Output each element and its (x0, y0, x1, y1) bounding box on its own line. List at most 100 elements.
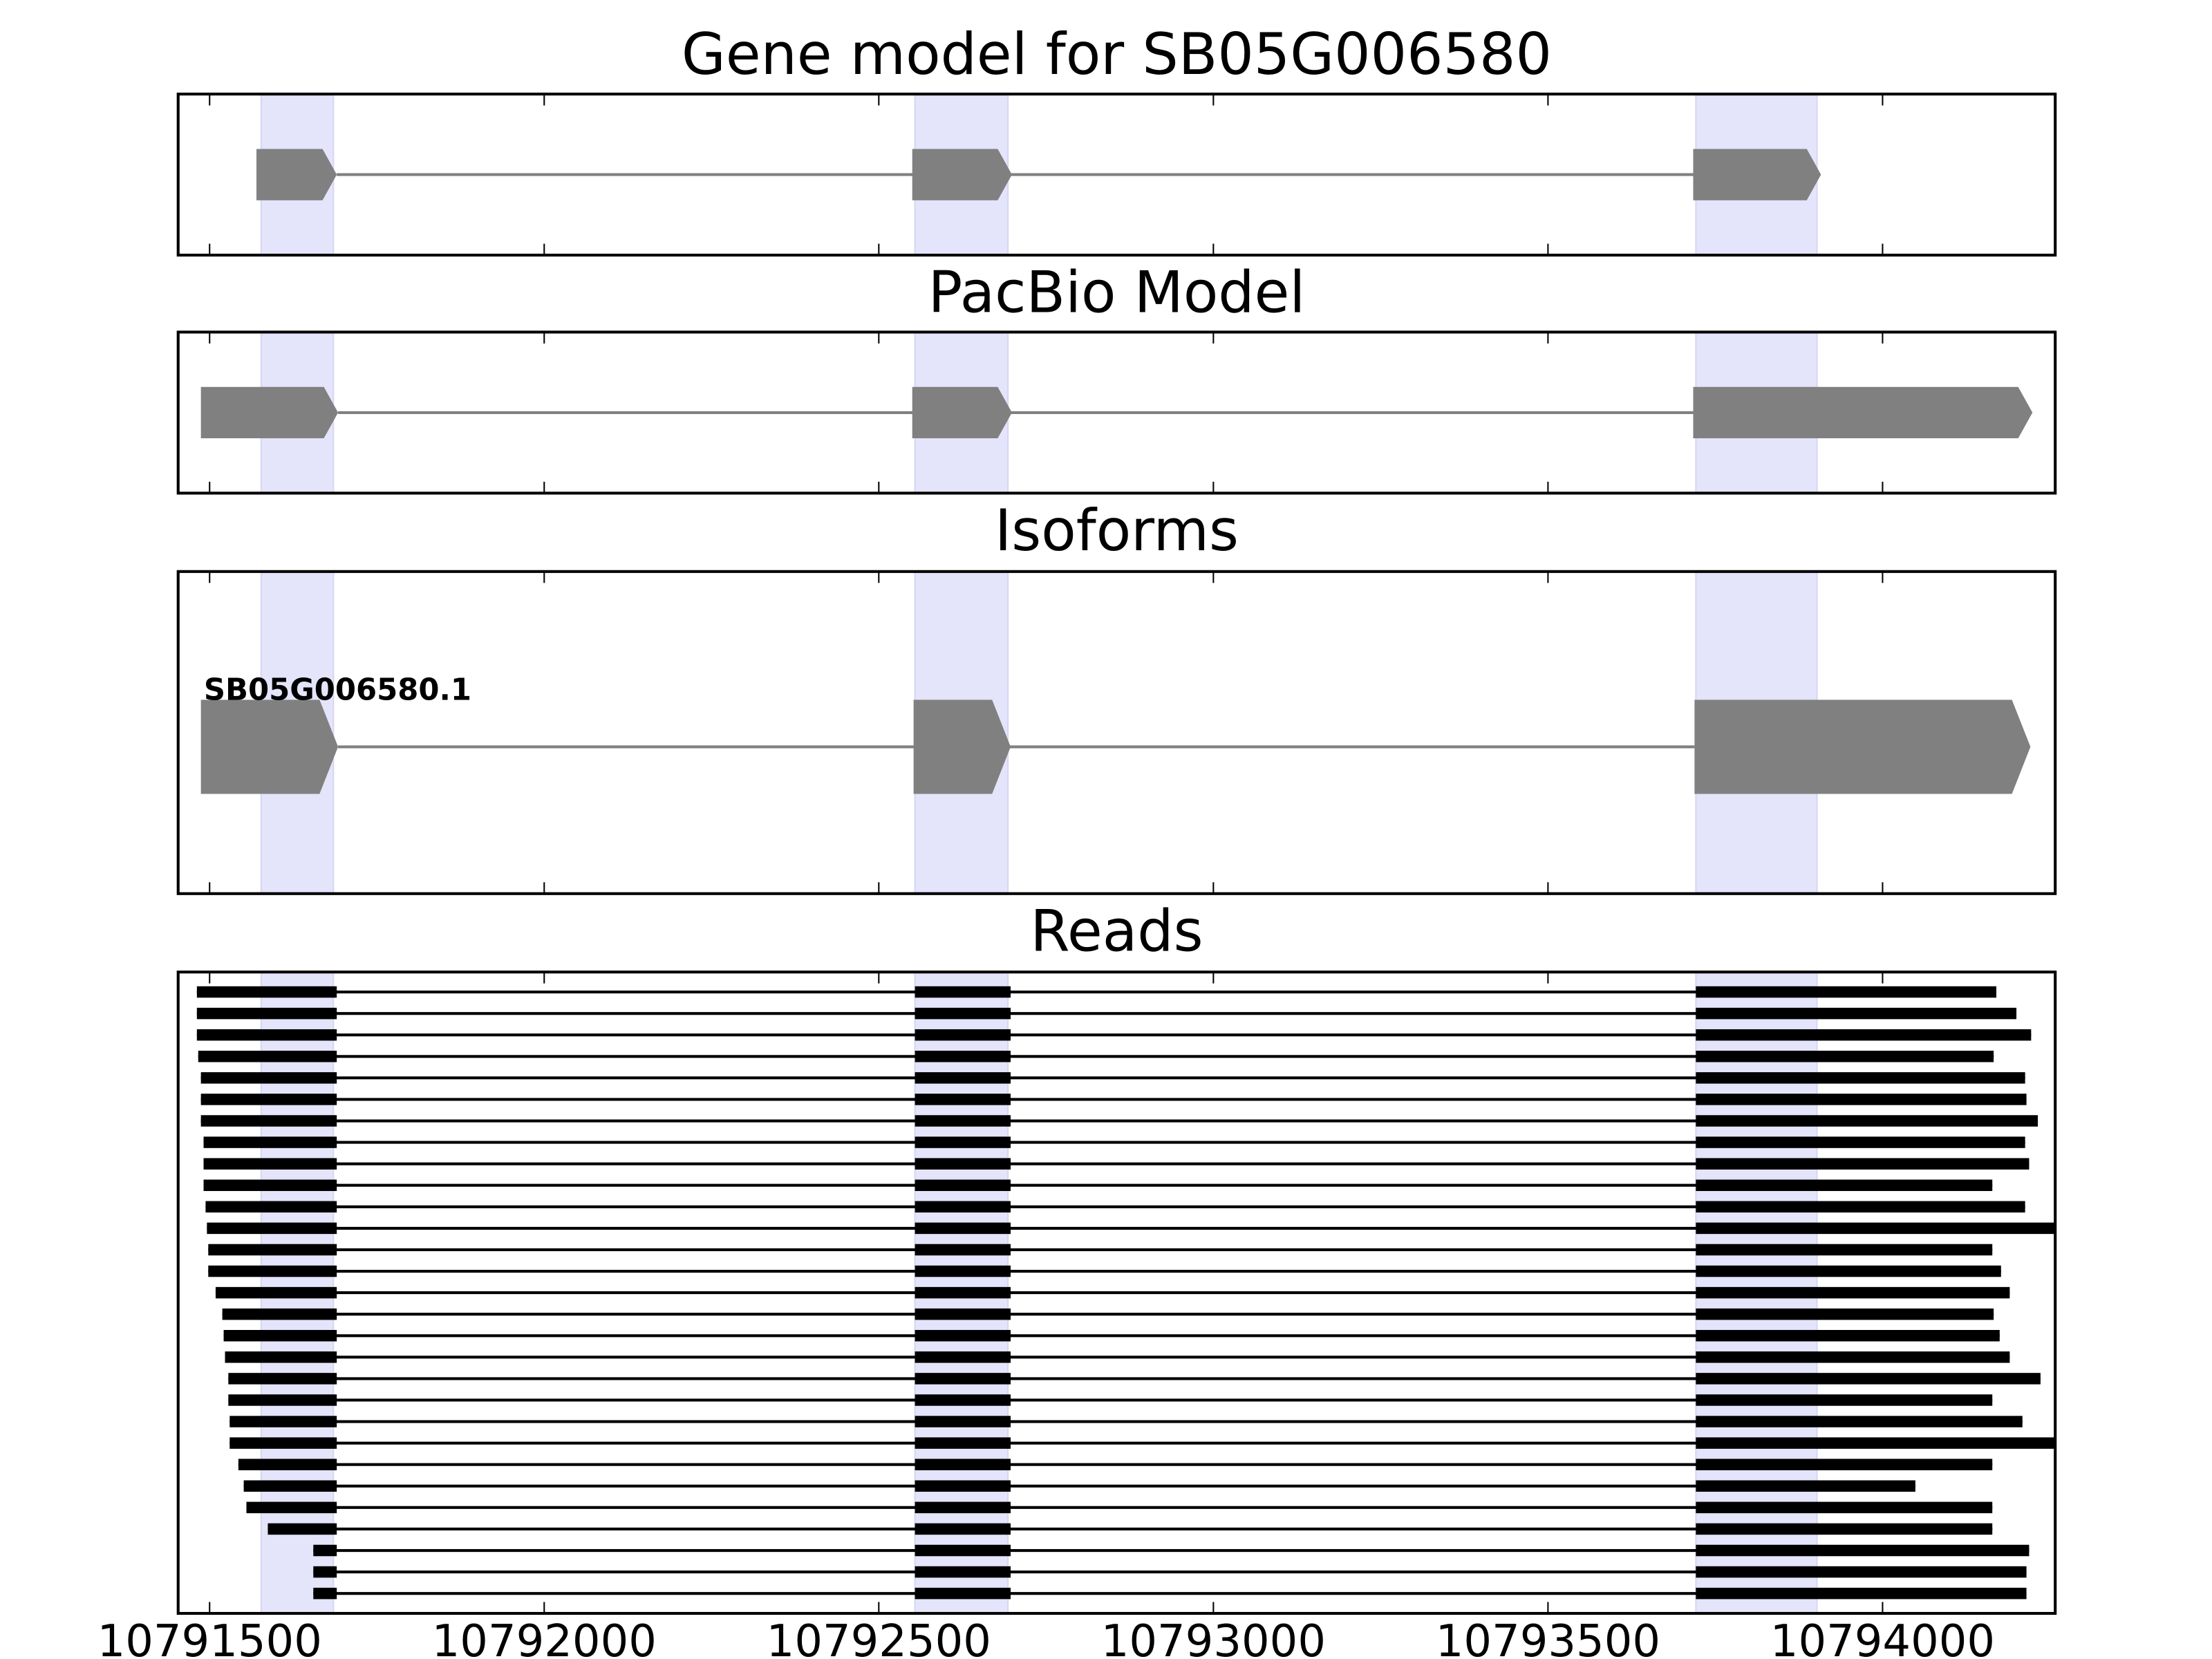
x-tick-label: 10794000 (1770, 1616, 1995, 1659)
exon (912, 386, 1012, 439)
read-block (208, 1244, 337, 1256)
panel-frame (176, 330, 2057, 495)
read-block (1696, 1007, 2017, 1020)
read-block (915, 1244, 1011, 1256)
exon (1694, 700, 2031, 794)
read-block (1696, 1544, 2030, 1557)
panel-title: Isoforms (995, 498, 1239, 564)
read-block (313, 1587, 337, 1600)
read-block (915, 1480, 1011, 1492)
read-block (208, 1265, 337, 1277)
read-block (1696, 986, 1997, 998)
read-block (200, 1115, 337, 1127)
exon (200, 386, 339, 439)
read-block (196, 986, 337, 998)
read-block (1696, 1158, 2030, 1170)
read-block (1696, 1029, 2032, 1041)
read-block (196, 1007, 337, 1020)
read-block (228, 1394, 337, 1406)
x-tick-label: 10792000 (432, 1616, 657, 1659)
read-block (1696, 1330, 2000, 1342)
read-block (915, 1179, 1011, 1191)
read-block (1696, 1244, 1993, 1256)
read-block (915, 1373, 1011, 1385)
read-block (915, 1007, 1011, 1020)
panel-frame (176, 971, 2057, 1615)
read-block (915, 1029, 1011, 1041)
read-block (915, 1437, 1011, 1449)
read-block (915, 1416, 1011, 1427)
read-block (1696, 1136, 2025, 1148)
panel (200, 571, 2031, 894)
read-block (228, 1373, 337, 1385)
read-block (1696, 1308, 1994, 1320)
read-block (1696, 1179, 1993, 1191)
read-block (196, 1029, 337, 1041)
panel-frame (176, 93, 2057, 257)
read-block (915, 1094, 1011, 1105)
read-block (915, 1051, 1011, 1062)
read-block (203, 1179, 337, 1191)
read-block (229, 1437, 337, 1449)
read-block (1696, 1523, 1993, 1535)
read-block (915, 1286, 1011, 1299)
read-block (223, 1330, 337, 1342)
read-block (915, 1072, 1011, 1084)
read-block (915, 1394, 1011, 1406)
read-block (915, 1330, 1011, 1342)
read-block (915, 1265, 1011, 1277)
read-block (1696, 1222, 2056, 1235)
read-block (915, 1501, 1011, 1514)
read-block (313, 1544, 337, 1557)
read-block (1696, 1115, 2038, 1127)
read-block (1696, 1286, 2010, 1299)
read-block (268, 1523, 337, 1535)
read-block (915, 1222, 1011, 1235)
isoform-label: SB05G006580.1 (204, 673, 471, 707)
read-block (1696, 1480, 1915, 1492)
read-block (915, 1459, 1011, 1470)
x-tick-label: 10792500 (767, 1616, 991, 1659)
x-tick-label: 10793000 (1101, 1616, 1326, 1659)
x-tick-label: 10791500 (97, 1616, 322, 1659)
exon (200, 700, 339, 794)
read-block (915, 1136, 1011, 1148)
read-block (1696, 1201, 2025, 1213)
panel-title: PacBio Model (928, 260, 1306, 326)
read-block (1696, 1265, 2001, 1277)
read-block (207, 1222, 337, 1235)
read-block (215, 1286, 337, 1299)
read-block (915, 986, 1011, 998)
panel (256, 94, 1821, 256)
read-block (238, 1459, 337, 1470)
exon (256, 149, 337, 200)
panel-title: Gene model for SB05G006580 (682, 21, 1552, 88)
read-block (205, 1201, 337, 1213)
read-block (915, 1115, 1011, 1127)
read-block (222, 1308, 337, 1320)
read-block (203, 1136, 337, 1148)
exon (1693, 149, 1821, 200)
read-block (243, 1480, 337, 1492)
read-block (1696, 1072, 2025, 1084)
read-block (225, 1351, 337, 1363)
read-block (1696, 1587, 2027, 1600)
read-block (1696, 1351, 2010, 1363)
read-block (915, 1523, 1011, 1535)
read-block (198, 1051, 337, 1062)
read-block (915, 1351, 1011, 1363)
panel (196, 972, 2056, 1614)
read-block (915, 1158, 1011, 1170)
read-block (1696, 1051, 1994, 1062)
read-block (915, 1201, 1011, 1213)
x-tick-label: 10793500 (1436, 1616, 1660, 1659)
panel-frame (176, 570, 2057, 895)
read-block (200, 1094, 337, 1105)
read-block (246, 1501, 337, 1514)
exon (912, 149, 1012, 200)
exon (1693, 386, 2033, 439)
read-block (200, 1072, 337, 1084)
read-block (1696, 1459, 1993, 1470)
read-block (229, 1416, 337, 1427)
panel-title: Reads (1030, 898, 1203, 964)
